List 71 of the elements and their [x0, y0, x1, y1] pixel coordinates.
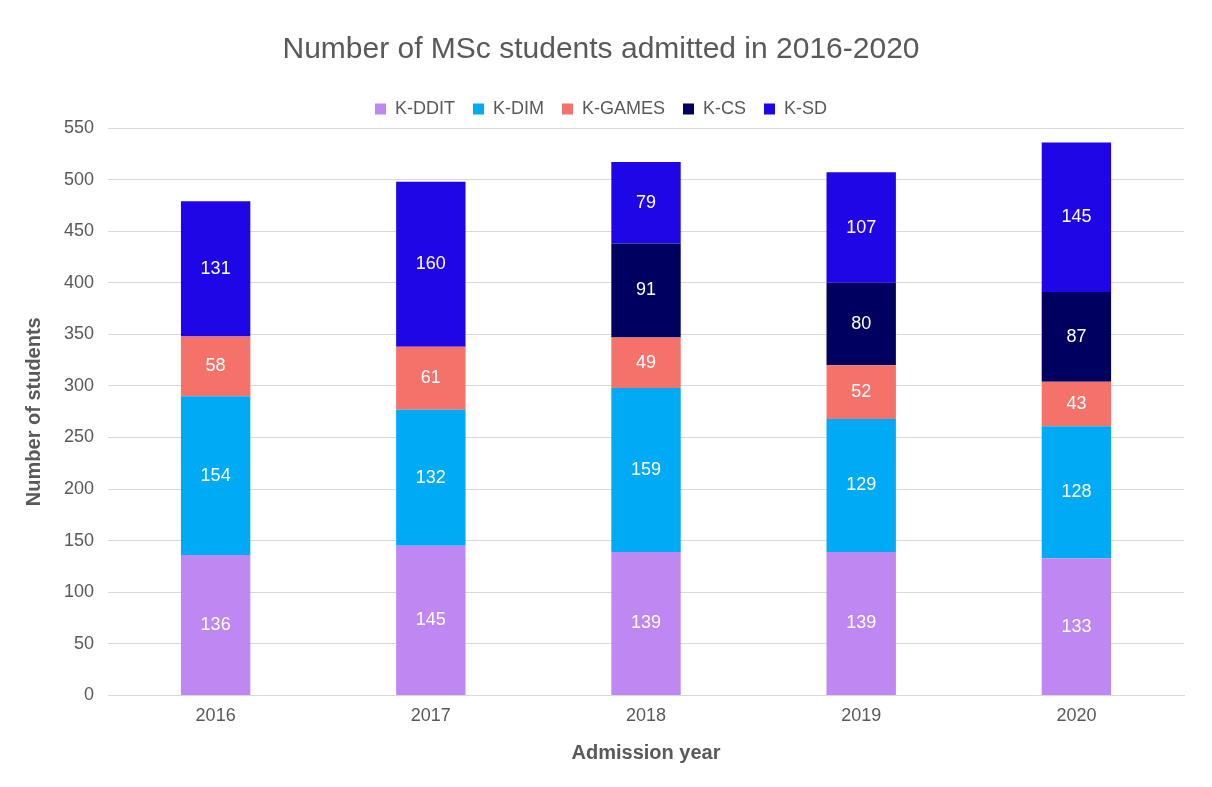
- y-tick-label: 0: [84, 684, 95, 705]
- data-label: 79: [636, 191, 657, 212]
- x-tick-label: 2016: [195, 705, 236, 726]
- x-tick-label: 2017: [410, 705, 451, 726]
- legend-label: K-GAMES: [581, 97, 665, 118]
- data-label: 49: [636, 351, 657, 372]
- bar: [611, 162, 681, 244]
- bar: [1041, 558, 1112, 695]
- x-tick-label: 2018: [625, 705, 667, 726]
- legend-label: K-CS: [703, 97, 747, 118]
- bar: [1041, 426, 1112, 559]
- x-tick-label: 2020: [1056, 705, 1097, 726]
- data-label: 87: [1066, 325, 1087, 346]
- y-tick-label: 450: [63, 220, 95, 241]
- data-label: 43: [1066, 392, 1087, 413]
- y-tick-label: 50: [74, 632, 95, 653]
- data-label: 58: [205, 355, 226, 376]
- data-label: 139: [630, 612, 662, 633]
- legend-label: K-DDIT: [394, 97, 455, 118]
- data-label: 52: [851, 381, 872, 402]
- y-tick-label: 350: [63, 323, 95, 344]
- x-axis-title: Admission year: [571, 740, 721, 763]
- bar: [826, 365, 896, 419]
- y-axis-title: Number of students: [21, 317, 44, 507]
- y-tick-label: 200: [63, 478, 95, 499]
- bar: [180, 201, 251, 337]
- data-label: 136: [200, 613, 231, 634]
- bar: [180, 396, 251, 556]
- chart-title: Number of MSc students admitted in 2016-2020: [282, 31, 920, 65]
- legend-label: K-SD: [784, 97, 828, 118]
- y-tick-label: 550: [63, 116, 95, 137]
- data-label: 145: [1061, 206, 1092, 227]
- data-label: 128: [1061, 481, 1092, 502]
- bar: [611, 387, 681, 552]
- data-label: 91: [636, 279, 657, 300]
- bar: [1041, 142, 1112, 293]
- data-label: 61: [420, 367, 441, 388]
- y-tick-label: 250: [63, 426, 95, 447]
- bar: [1041, 381, 1112, 427]
- bar: [180, 555, 251, 695]
- y-tick-label: 300: [63, 374, 95, 395]
- data-label: 80: [851, 312, 872, 333]
- bar: [396, 181, 466, 347]
- legend-label: K-DIM: [492, 97, 544, 118]
- bar: [826, 282, 896, 366]
- data-label: 154: [200, 464, 231, 485]
- data-label: 159: [630, 458, 662, 479]
- data-label: 139: [846, 612, 877, 633]
- bar: [396, 409, 466, 546]
- data-label: 160: [415, 253, 446, 274]
- bar: [1041, 292, 1112, 382]
- bar: [611, 337, 681, 388]
- data-label: 107: [846, 216, 877, 237]
- x-tick-label: 2019: [841, 705, 882, 726]
- bar: [396, 346, 466, 410]
- bar: [611, 243, 681, 338]
- data-label: 129: [846, 474, 877, 495]
- bar: [826, 552, 896, 695]
- y-tick-label: 500: [63, 168, 95, 189]
- y-tick-label: 100: [63, 581, 95, 602]
- y-tick-label: 400: [63, 271, 95, 292]
- bar: [180, 336, 251, 397]
- data-label: 133: [1061, 615, 1092, 636]
- bar: [611, 552, 681, 695]
- bar: [826, 172, 896, 283]
- data-label: 131: [200, 257, 231, 278]
- data-label: 145: [415, 609, 446, 630]
- bar: [826, 418, 896, 552]
- y-tick-label: 150: [63, 529, 95, 550]
- bar: [396, 545, 466, 695]
- data-label: 132: [415, 466, 446, 487]
